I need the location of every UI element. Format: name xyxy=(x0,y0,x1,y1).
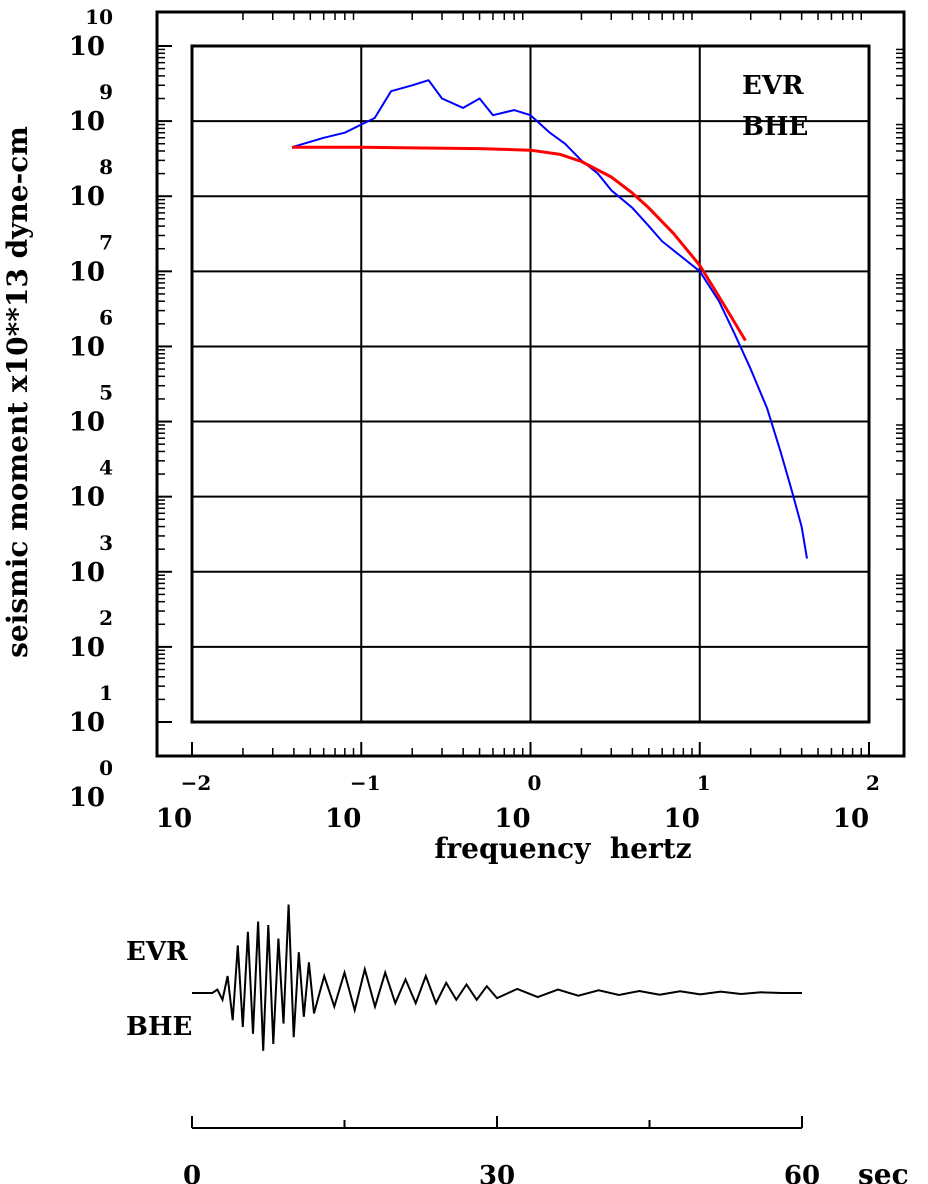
x-tick-label-base: 10 xyxy=(156,804,192,834)
time-tick-label: 30 xyxy=(479,1161,515,1184)
station-name-trace: EVR xyxy=(126,937,188,967)
grid xyxy=(192,46,869,722)
x-tick-labels: −2 10 −1 10 0 10 1 10 2 10 xyxy=(156,771,880,834)
time-axis-unit: sec xyxy=(858,1158,909,1184)
y-tick-label-base: 10 xyxy=(69,408,105,438)
seismogram-trace-line xyxy=(192,904,802,1051)
y-tick-label-exponent: 4 xyxy=(99,456,113,480)
series-layer xyxy=(291,79,808,559)
y-tick-label-exponent: 0 xyxy=(99,756,113,780)
y-tick-label-exponent: 7 xyxy=(99,230,113,254)
model-fit-series-line xyxy=(292,145,747,342)
x-tick-label-base: 10 xyxy=(325,804,361,834)
y-tick-label-exponent: 1 xyxy=(99,681,113,705)
y-tick-label-base: 10 xyxy=(69,708,105,738)
time-tick-label: 60 xyxy=(784,1161,820,1184)
time-tick-label: 0 xyxy=(183,1161,201,1184)
x-tick-label-exponent: 1 xyxy=(697,771,711,795)
channel-name-trace: BHE xyxy=(126,1012,192,1042)
y-tick-label-base: 10 xyxy=(69,257,105,287)
minor-ticks xyxy=(157,12,904,756)
y-tick-label-exponent: 5 xyxy=(99,381,113,405)
y-tick-label-exponent: 3 xyxy=(99,531,113,555)
channel-name-top: BHE xyxy=(742,112,808,142)
x-tick-label-exponent: −1 xyxy=(350,771,381,795)
y-tick-labels: 10 10 10 9 10 8 10 7 10 6 10 5 10 4 10 3 10 2 10 1 10 0 xyxy=(69,5,113,813)
x-tick-label-exponent: −2 xyxy=(181,771,212,795)
y-axis-title: seismic moment x10**13 dyne-cm xyxy=(1,126,34,658)
y-tick-label-base: 10 xyxy=(69,182,105,212)
y-tick-label-base: 10 xyxy=(69,107,105,137)
y-tick-label-base: 10 xyxy=(69,332,105,362)
x-axis-title: frequency hertz xyxy=(434,832,691,865)
station-name-top: EVR xyxy=(742,71,804,101)
y-tick-label-exponent: 6 xyxy=(99,305,113,329)
x-tick-label-base: 10 xyxy=(833,804,869,834)
y-tick-label-base: 10 xyxy=(69,483,105,513)
y-tick-label-base: 10 xyxy=(69,558,105,588)
y-tick-label-base: 10 xyxy=(69,32,105,62)
y-tick-label-exponent: 9 xyxy=(99,80,113,104)
x-tick-label-exponent: 0 xyxy=(528,771,542,795)
y-tick-label-base: 10 xyxy=(69,633,105,663)
y-tick-label-exponent: 8 xyxy=(99,155,113,179)
time-axis-ticks: 0 30 60 xyxy=(183,1116,820,1184)
y-tick-label-base: 10 xyxy=(69,783,105,813)
seismogram-trace-layer xyxy=(191,904,803,1051)
y-tick-label-exponent: 10 xyxy=(85,5,113,29)
x-tick-label-base: 10 xyxy=(494,804,530,834)
y-tick-label-exponent: 2 xyxy=(99,606,113,630)
x-tick-label-base: 10 xyxy=(664,804,700,834)
x-tick-label-exponent: 2 xyxy=(866,771,880,795)
spectrum-series-line xyxy=(291,79,808,559)
